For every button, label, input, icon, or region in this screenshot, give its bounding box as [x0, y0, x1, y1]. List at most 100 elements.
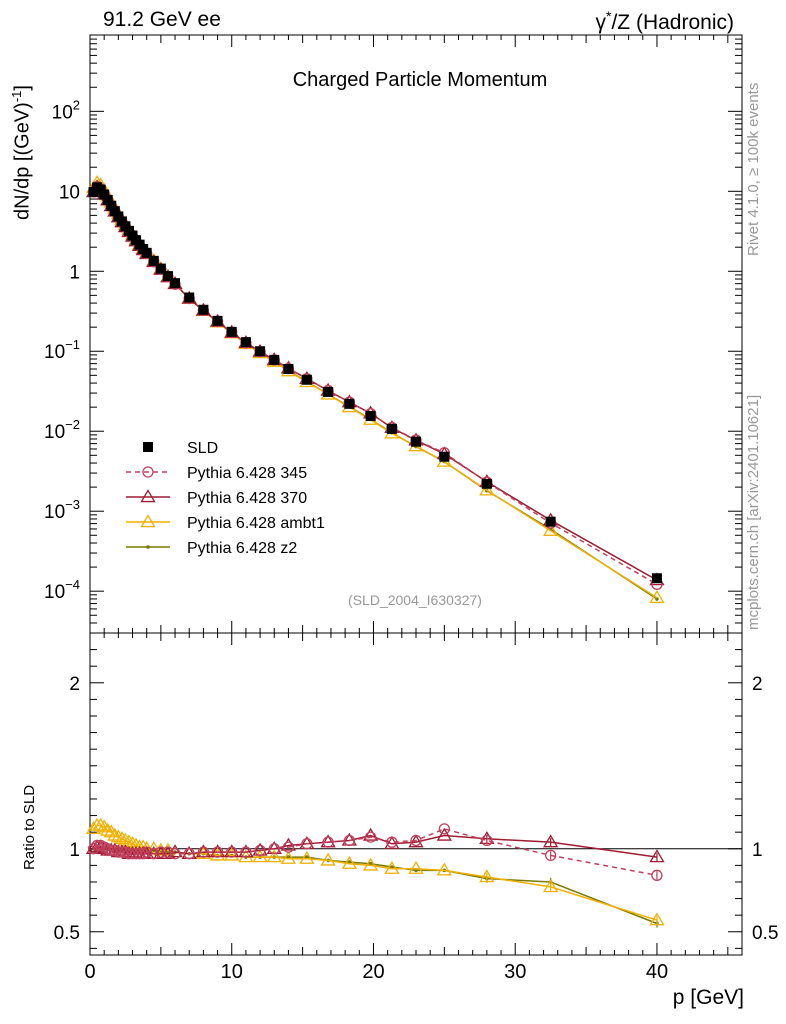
- sld-data-point: [323, 386, 334, 397]
- sld-data-point: [545, 516, 556, 527]
- ratio-series-marker: [438, 823, 450, 835]
- sld-data-point: [155, 263, 166, 274]
- ratio-series-marker: [649, 849, 665, 863]
- ratio-series-marker: [364, 831, 377, 843]
- sld-data-point: [99, 189, 110, 200]
- y-tick-label: 1: [69, 262, 80, 283]
- main-y-axis-label: dN/dp [(GeV)-1]: [9, 85, 35, 220]
- y-tick-label-exp: −4: [65, 577, 80, 592]
- ratio-series-marker: [211, 846, 224, 858]
- sld-data-point: [198, 304, 209, 315]
- y-tick-label-base: 10: [44, 502, 65, 523]
- y-tick-label-base: 10: [59, 182, 80, 203]
- y-tick-label: 10: [59, 182, 80, 203]
- x-tick-label: 40: [646, 961, 668, 983]
- ratio-y-tick-label-right: 1: [752, 840, 763, 861]
- header-process-gamma: γ: [595, 11, 607, 34]
- sld-data-point: [269, 354, 280, 365]
- sld-data-point: [106, 200, 117, 211]
- ratio-series-marker: [341, 855, 358, 869]
- y-tick-label: 102: [52, 97, 80, 123]
- ratio-y-tick-label: 0.5: [54, 923, 80, 944]
- ratio-series-marker: [197, 846, 210, 858]
- main-series-line: [92, 185, 658, 581]
- ratio-series-marker: [130, 848, 142, 860]
- ratio-series-marker: [386, 836, 398, 848]
- sld-data-point: [109, 206, 120, 217]
- sld-data-point: [386, 423, 397, 434]
- ratio-series-marker: [280, 837, 297, 851]
- sld-data-point: [365, 411, 376, 422]
- ratio-series-marker: [268, 843, 280, 855]
- ratio-series-marker: [240, 846, 252, 858]
- y-tick-label: 10−3: [44, 497, 80, 523]
- legend-label: SLD: [187, 440, 218, 457]
- x-axis-label: p [GeV]: [672, 986, 744, 1009]
- header-process-label: γ*/Z (Hadronic): [596, 8, 734, 35]
- legend-marker: [142, 466, 154, 478]
- y-tick-label-base: 10: [52, 102, 73, 123]
- ratio-series-marker: [162, 846, 174, 858]
- ratio-plot-frame: [89, 632, 743, 956]
- ratio-series-marker: [322, 836, 334, 848]
- ratio-y-tick-label: 2: [69, 674, 80, 695]
- y-tick-label-base: 10: [44, 582, 65, 603]
- ratio-y-tick-label-right: 2: [752, 674, 763, 695]
- ratio-series-marker: [226, 846, 238, 858]
- ratio-series-marker: [301, 838, 313, 850]
- sld-data-point: [240, 337, 251, 348]
- ratio-series-marker: [135, 839, 151, 853]
- x-tick-label: 10: [221, 961, 243, 983]
- ratio-series-marker: [436, 862, 452, 876]
- ratio-y-axis-label: Ratio to SLD: [21, 784, 38, 870]
- main-series-marker: [655, 597, 659, 601]
- ratio-series-marker: [133, 848, 146, 860]
- ratio-series-marker: [96, 819, 112, 833]
- ratio-series-marker: [363, 857, 379, 871]
- ratio-series-marker: [169, 848, 181, 860]
- ratio-series-marker: [148, 848, 160, 860]
- ratio-series-marker: [167, 844, 183, 858]
- ratio-series-marker: [224, 847, 240, 861]
- ratio-series-marker: [408, 860, 424, 874]
- sld-data-point: [170, 278, 181, 289]
- ratio-series-marker: [543, 879, 559, 893]
- sld-data-point: [162, 271, 173, 282]
- ratio-y-tick-label: 1: [69, 840, 80, 861]
- x-tick-label: 30: [504, 961, 526, 983]
- ratio-series-marker: [114, 831, 130, 845]
- ratio-series-marker: [105, 844, 117, 857]
- legend-marker: [146, 545, 150, 549]
- sld-data-point: [141, 247, 152, 258]
- ratio-series-marker: [343, 834, 356, 847]
- ratio-series-marker: [107, 827, 123, 841]
- y-tick-label-exp: −1: [65, 337, 80, 352]
- legend-label: Pythia 6.428 z2: [187, 540, 297, 557]
- legend-marker: [143, 442, 153, 452]
- sld-data-point: [344, 398, 355, 409]
- ratio-series-marker: [320, 852, 336, 866]
- sld-data-point: [481, 478, 492, 489]
- ratio-series-marker: [545, 849, 557, 862]
- sld-data-point: [651, 573, 662, 584]
- ratio-series-marker: [384, 836, 400, 849]
- main-series-marker: [479, 482, 495, 496]
- sld-data-point: [283, 363, 294, 374]
- y-tick-label-exp: −3: [65, 497, 80, 512]
- ratio-series-marker: [141, 846, 153, 858]
- ratio-series-marker: [92, 817, 109, 831]
- ratio-series-marker: [436, 827, 452, 841]
- header-process-star: *: [606, 8, 612, 24]
- ratio-series-marker: [282, 841, 295, 853]
- ratio-series-marker: [252, 849, 268, 863]
- main-series-marker: [543, 522, 559, 536]
- ratio-series-marker: [649, 912, 665, 926]
- ratio-series-marker: [266, 849, 282, 863]
- sld-data-point: [184, 292, 195, 303]
- ratio-series-marker: [410, 834, 422, 847]
- sld-data-point: [102, 194, 113, 205]
- sld-data-point: [255, 346, 266, 357]
- ratio-series-marker: [103, 824, 119, 838]
- main-series-marker: [649, 590, 665, 604]
